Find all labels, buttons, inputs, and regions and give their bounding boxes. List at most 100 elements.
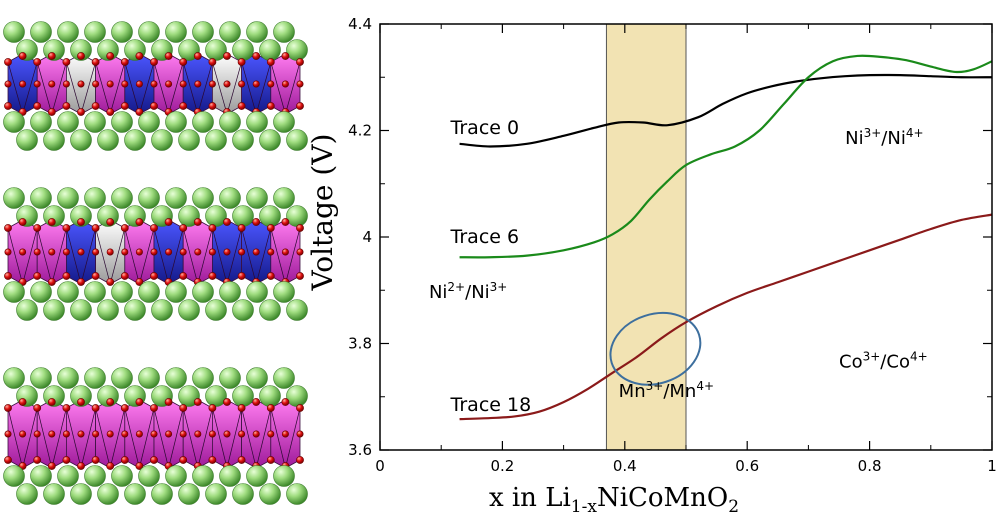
li-atom-sphere [30, 21, 52, 43]
oxygen-atom-sphere [223, 80, 231, 88]
x-tick-label: 1 [987, 457, 997, 475]
redox-label-part: Ni [429, 282, 447, 303]
oxygen-atom-sphere [106, 430, 114, 438]
y-tick-label: 4.2 [348, 122, 372, 140]
oxygen-atom-sphere [106, 248, 114, 256]
oxygen-atom-sphere [135, 430, 143, 438]
octahedron-edge [153, 61, 169, 115]
li-atom-sphere [70, 39, 92, 61]
oxygen-atom-sphere [47, 462, 56, 470]
oxygen-atom-sphere [33, 102, 42, 110]
oxygen-atom-sphere [77, 52, 85, 60]
oxygen-atom-sphere [47, 52, 56, 60]
octahedron-edge [255, 61, 272, 115]
oxygen-atom-sphere [208, 224, 217, 232]
li-atom-sphere [232, 385, 254, 407]
oxygen-atom-sphere [179, 404, 188, 412]
octahedron-edge [153, 227, 169, 285]
redox-label-part: Mn [669, 381, 696, 402]
redox-label-part: / [465, 282, 472, 303]
li-atom-sphere [70, 299, 92, 321]
oxygen-atom-sphere [237, 58, 246, 66]
oxygen-atom-sphere [48, 80, 56, 88]
li-atom-sphere [219, 187, 241, 209]
li-atom-sphere [273, 21, 295, 43]
octahedron-edge [22, 61, 38, 115]
oxygen-atom-sphere [252, 398, 261, 406]
oxygen-atom-sphere [4, 248, 12, 256]
oxygen-atom-sphere [223, 218, 231, 226]
oxygen-atom-sphere [237, 224, 246, 232]
li-atom-sphere [192, 21, 214, 43]
oxygen-atom-sphere [296, 272, 304, 280]
oxygen-atom-sphere [33, 272, 42, 280]
li-atom-sphere [259, 129, 281, 151]
oxygen-atom-sphere [121, 248, 129, 256]
li-atom-sphere [43, 129, 65, 151]
li-atom-sphere [57, 465, 79, 487]
oxygen-atom-sphere [208, 272, 217, 280]
oxygen-atom-sphere [194, 80, 202, 88]
octahedron-edge [241, 61, 257, 115]
series-label-trace-18: Trace 18 [450, 394, 532, 416]
oxygen-atom-sphere [150, 272, 158, 280]
oxygen-atom-sphere [194, 248, 202, 256]
li-atom-sphere [138, 465, 160, 487]
li-atom-sphere [30, 187, 52, 209]
x-tick-label: 0.8 [858, 457, 882, 475]
voltage-chart: Trace 0 Trace 6 Trace 18 0 0.2 0.4 0.6 0.8 1 3.6… [306, 15, 997, 517]
oxygen-atom-sphere [33, 58, 42, 66]
y-tick-label: 4.4 [348, 15, 372, 33]
octahedron-edge [197, 61, 213, 115]
octahedron-edge [241, 407, 257, 469]
li-atom-sphere [286, 299, 308, 321]
octahedron-edge [226, 61, 242, 115]
oxygen-atom-sphere [267, 80, 275, 88]
li-atom-sphere [70, 385, 92, 407]
series-line-trace-0 [459, 73, 993, 148]
octahedron-edge [66, 227, 82, 285]
oxygen-atom-sphere [208, 80, 216, 88]
oxygen-atom-sphere [91, 404, 100, 412]
oxygen-atom-sphere [266, 272, 275, 280]
li-atom-sphere [273, 281, 295, 303]
x-tick-label: 0 [375, 457, 385, 475]
series-layer: Trace 0 Trace 6 Trace 18 [450, 54, 993, 421]
oxygen-atom-sphere [223, 52, 231, 60]
oxygen-atom-sphere [18, 398, 27, 406]
li-atom-sphere [111, 111, 133, 133]
series-label-trace-6: Trace 6 [450, 226, 520, 248]
octahedron-edge [124, 61, 140, 115]
redox-label-part: Co [839, 351, 863, 372]
oxygen-atom-sphere [77, 108, 85, 116]
li-atom-sphere [57, 187, 79, 209]
oxygen-atom-sphere [252, 218, 261, 226]
oxygen-atom-sphere [4, 456, 12, 464]
oxygen-atom-sphere [179, 248, 187, 256]
li-atom-sphere [232, 129, 254, 151]
oxygen-atom-sphere [91, 58, 100, 66]
oxygen-atom-sphere [223, 398, 231, 406]
oxygen-atom-sphere [47, 108, 56, 116]
li-atom-sphere [232, 205, 254, 227]
li-atom-sphere [286, 129, 308, 151]
li-atom-sphere [286, 39, 308, 61]
li-atom-sphere [232, 39, 254, 61]
oxygen-atom-sphere [237, 456, 246, 464]
li-atom-sphere [192, 367, 214, 389]
oxygen-atom-sphere [252, 430, 260, 438]
li-atom-sphere [124, 129, 146, 151]
series-line-trace-18 [459, 213, 993, 421]
octahedron-edge [22, 407, 38, 469]
li-atom-sphere [30, 111, 52, 133]
li-atom-sphere [219, 21, 241, 43]
octahedron-edge [168, 227, 184, 285]
li-atom-sphere [151, 483, 173, 505]
y-tick-label: 3.6 [348, 441, 372, 459]
oxygen-atom-sphere [120, 272, 129, 280]
li-atom-sphere [205, 483, 227, 505]
li-atom-sphere [138, 281, 160, 303]
li-atom-sphere [138, 187, 160, 209]
li-atom-sphere [165, 111, 187, 133]
